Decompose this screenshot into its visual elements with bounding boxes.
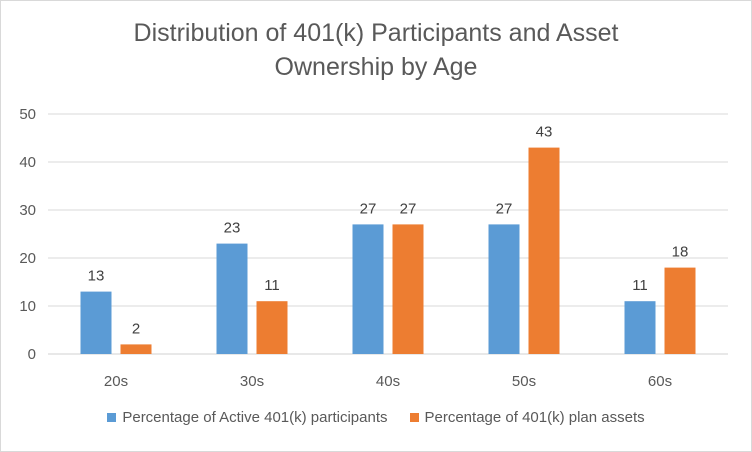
legend-item-assets: Percentage of 401(k) plan assets (409, 409, 645, 426)
gridlines (48, 113, 728, 355)
x-tick-label: 50s (512, 373, 536, 390)
bar-participants-60s (624, 301, 656, 354)
data-label: 11 (632, 277, 648, 294)
data-label: 2 (132, 320, 140, 337)
x-tick-label: 60s (648, 373, 672, 390)
x-tick-label: 40s (376, 373, 400, 390)
legend-label-assets: Percentage of 401(k) plan assets (424, 409, 645, 426)
bar-assets-30s (256, 301, 288, 354)
legend-swatch-assets (409, 413, 419, 422)
data-label: 11 (264, 277, 280, 294)
y-tick-label: 50 (19, 106, 36, 123)
y-tick-label: 30 (19, 202, 36, 219)
bar-assets-60s (664, 267, 696, 354)
chart-title: Distribution of 401(k) Participants and … (0, 16, 752, 84)
x-axis-ticks: 20s 30s 40s 50s 60s (104, 373, 672, 390)
data-label: 13 (88, 268, 105, 285)
x-tick-label: 20s (104, 373, 128, 390)
legend: Percentage of Active 401(k) participants… (0, 409, 752, 426)
bar-participants-30s (216, 243, 248, 354)
y-axis-ticks: 0 10 20 30 40 50 (19, 106, 36, 363)
legend-item-participants: Percentage of Active 401(k) participants (107, 409, 388, 426)
data-labels: 13 2 23 11 27 27 27 43 11 18 (88, 124, 689, 338)
bar-assets-50s (528, 147, 560, 354)
y-tick-label: 40 (19, 154, 36, 171)
x-tick-label: 30s (240, 373, 264, 390)
data-label: 18 (672, 244, 689, 261)
chart-title-line-2: Ownership by Age (274, 53, 478, 81)
y-tick-label: 20 (19, 250, 36, 267)
bar-assets-40s (392, 224, 424, 354)
bars (80, 147, 696, 354)
legend-swatch-participants (107, 413, 117, 422)
bar-assets-20s (120, 344, 152, 354)
data-label: 43 (536, 124, 553, 141)
data-label: 27 (400, 200, 417, 217)
data-label: 27 (360, 200, 377, 217)
bar-participants-20s (80, 291, 112, 354)
y-tick-label: 10 (19, 298, 36, 315)
y-tick-label: 0 (28, 346, 36, 363)
bar-participants-40s (352, 224, 384, 354)
chart-title-line-1: Distribution of 401(k) Participants and … (133, 19, 619, 47)
legend-label-participants: Percentage of Active 401(k) participants (122, 409, 388, 426)
data-label: 27 (496, 200, 513, 217)
bar-participants-50s (488, 224, 520, 354)
data-label: 23 (224, 220, 241, 237)
